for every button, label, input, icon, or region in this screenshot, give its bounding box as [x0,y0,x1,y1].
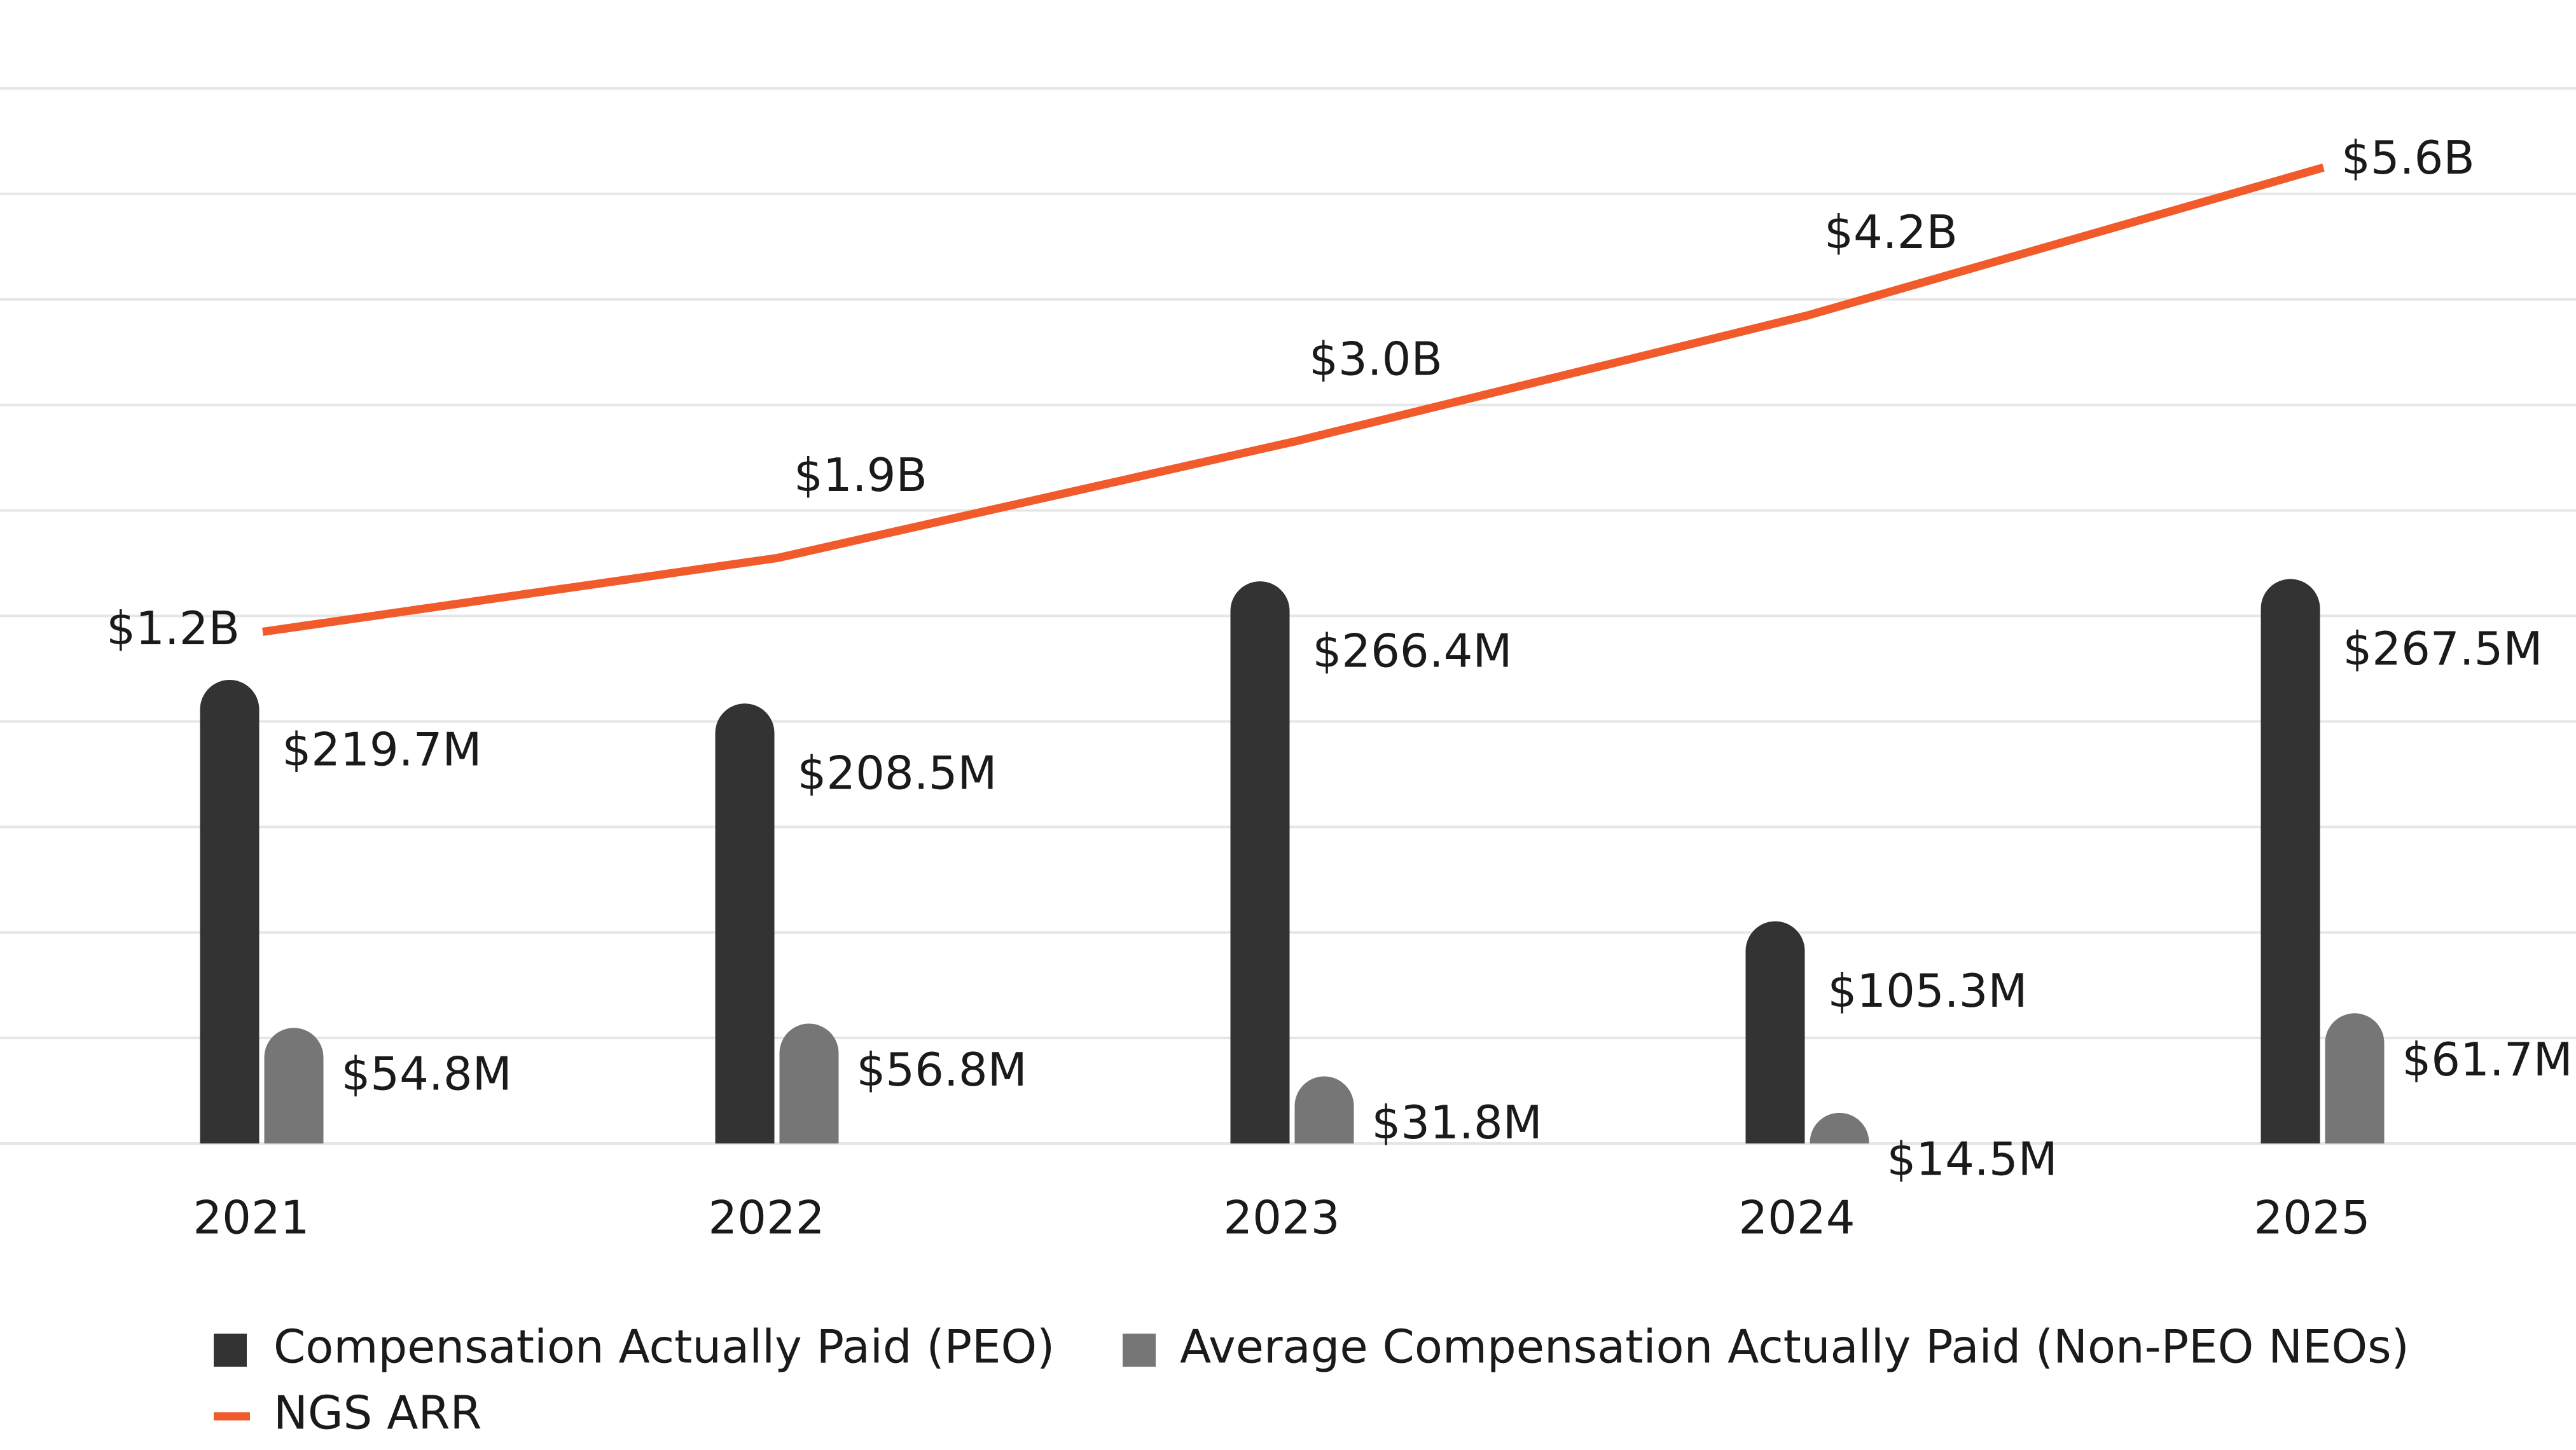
value-label: $219.7M [282,723,482,777]
value-label: $1.2B [106,602,240,655]
value-label: $105.3M [1828,964,2028,1018]
x-tick-label: 2023 [1223,1191,1340,1245]
legend-label: Compensation Actually Paid (PEO) [274,1320,1055,1374]
bar [2325,1013,2385,1143]
value-label: $266.4M [1313,625,1513,678]
legend-label: Average Compensation Actually Paid (Non-… [1180,1320,2409,1374]
value-label: $14.5M [1887,1132,2058,1185]
bar [1230,581,1290,1143]
x-tick-label: 2024 [1738,1191,1855,1245]
x-tick-label: 2022 [708,1191,824,1245]
value-label: $1.9B [794,448,927,502]
x-tick-label: 2025 [2254,1191,2370,1245]
bar [1810,1112,1869,1143]
bar [1745,921,1805,1143]
bar [264,1028,324,1143]
legend-swatch [1123,1334,1156,1367]
legend-swatch [214,1334,247,1367]
value-label: $208.5M [798,747,997,800]
bar [715,703,775,1143]
bar [1294,1076,1354,1143]
value-label: $267.5M [2343,622,2543,675]
value-label: $4.2B [1824,205,1958,259]
value-label: $3.0B [1309,332,1443,385]
bar [2261,579,2320,1143]
legend-label: NGS ARR [274,1386,482,1440]
bar [200,680,260,1143]
value-label: $61.7M [2402,1033,2573,1086]
value-label: $31.8M [1372,1096,1542,1149]
value-label: $5.6B [2341,131,2475,184]
bar [779,1023,839,1143]
value-label: $56.8M [857,1043,1027,1096]
value-label: $54.8M [342,1047,512,1101]
x-tick-label: 2021 [193,1191,309,1245]
line [262,163,2325,636]
